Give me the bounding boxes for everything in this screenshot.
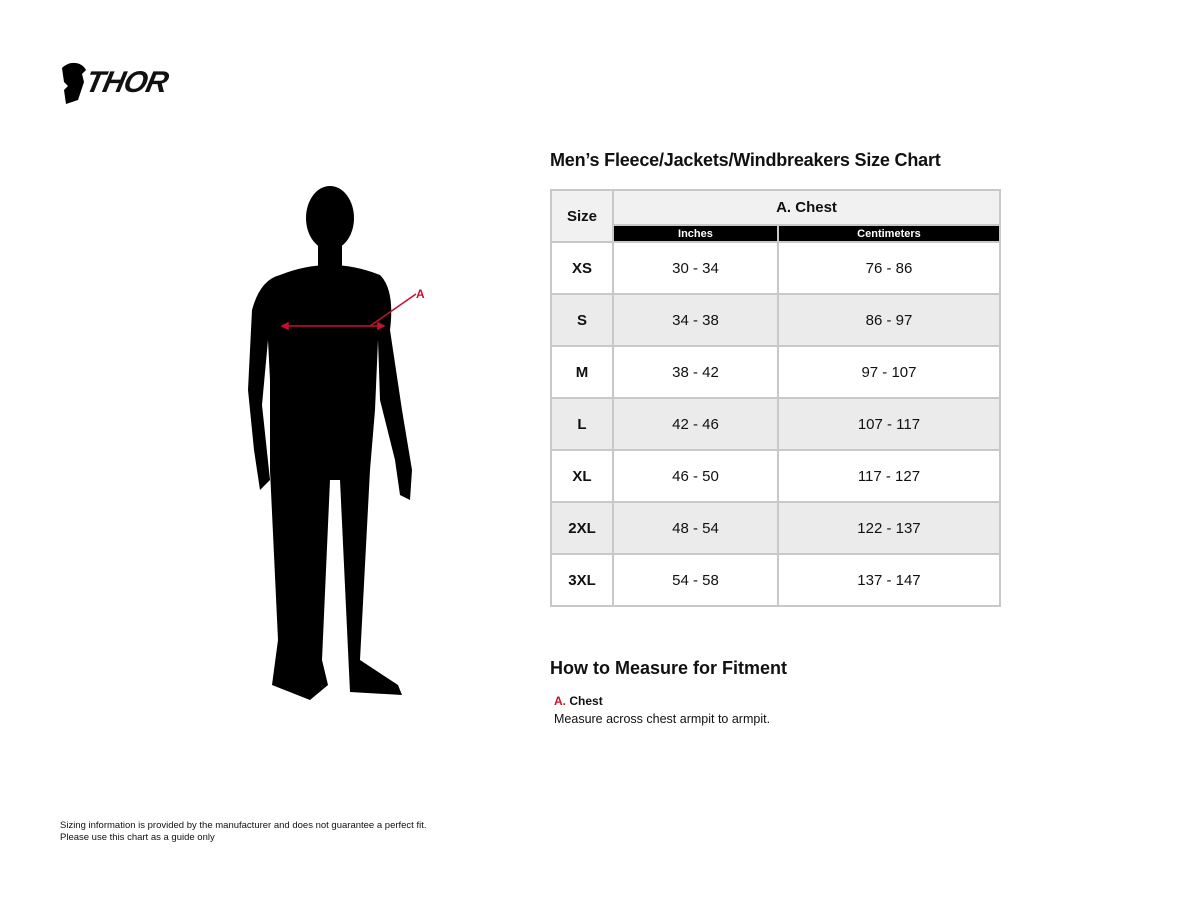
size-cell: M <box>550 345 614 399</box>
inches-cell: 34 - 38 <box>612 293 779 347</box>
measure-chest-label: A. Chest <box>554 694 603 708</box>
measure-title: How to Measure for Fitment <box>550 658 788 678</box>
cm-cell: 107 - 117 <box>776 397 1002 451</box>
chest-measure-arrow <box>280 293 417 331</box>
size-cell: L <box>550 397 614 451</box>
table-row: S 34 - 38 86 - 97 <box>550 293 1002 347</box>
table-row: 2XL 48 - 54 122 - 137 <box>550 501 1002 555</box>
size-cell: 3XL <box>550 553 614 607</box>
measure-description: Measure across chest armpit to armpit. <box>554 712 771 726</box>
size-header: Size <box>550 189 614 243</box>
thor-logo-helmet-icon <box>62 62 86 104</box>
size-cell: XL <box>550 449 614 503</box>
thor-logo: THOR <box>82 66 171 99</box>
table-row: XS 30 - 34 76 - 86 <box>550 241 1002 295</box>
inches-cell: 54 - 58 <box>612 553 779 607</box>
disclaimer-line: Sizing information is provided by the ma… <box>60 820 427 831</box>
inches-cell: 30 - 34 <box>612 241 779 295</box>
inches-header: Inches <box>612 224 779 243</box>
measure-label: Chest <box>569 694 603 708</box>
cm-cell: 122 - 137 <box>776 501 1002 555</box>
body-silhouette: A <box>248 186 425 700</box>
chest-marker-label: A <box>416 287 425 301</box>
cm-cell: 117 - 127 <box>776 449 1002 503</box>
chart-title: Men’s Fleece/Jackets/Windbreakers Size C… <box>550 150 941 170</box>
cm-cell: 97 - 107 <box>776 345 1002 399</box>
size-cell: XS <box>550 241 614 295</box>
size-cell: 2XL <box>550 501 614 555</box>
inches-cell: 46 - 50 <box>612 449 779 503</box>
cm-cell: 86 - 97 <box>776 293 1002 347</box>
inches-cell: 48 - 54 <box>612 501 779 555</box>
size-cell: S <box>550 293 614 347</box>
table-row: 3XL 54 - 58 137 - 147 <box>550 553 1002 607</box>
centimeters-header: Centimeters <box>776 224 1002 243</box>
table-row: L 42 - 46 107 - 117 <box>550 397 1002 451</box>
size-table: Size A. Chest Inches Centimeters XS 30 - … <box>550 189 1002 607</box>
inches-cell: 42 - 46 <box>612 397 779 451</box>
disclaimer-line: Please use this chart as a guide only <box>60 832 215 843</box>
chest-header: A. Chest <box>612 189 1001 226</box>
cm-cell: 76 - 86 <box>776 241 1002 295</box>
table-row: XL 46 - 50 117 - 127 <box>550 449 1002 503</box>
measure-letter: A. <box>554 694 566 708</box>
cm-cell: 137 - 147 <box>776 553 1002 607</box>
disclaimer: Sizing information is provided by the ma… <box>60 820 427 844</box>
table-row: M 38 - 42 97 - 107 <box>550 345 1002 399</box>
inches-cell: 38 - 42 <box>612 345 779 399</box>
